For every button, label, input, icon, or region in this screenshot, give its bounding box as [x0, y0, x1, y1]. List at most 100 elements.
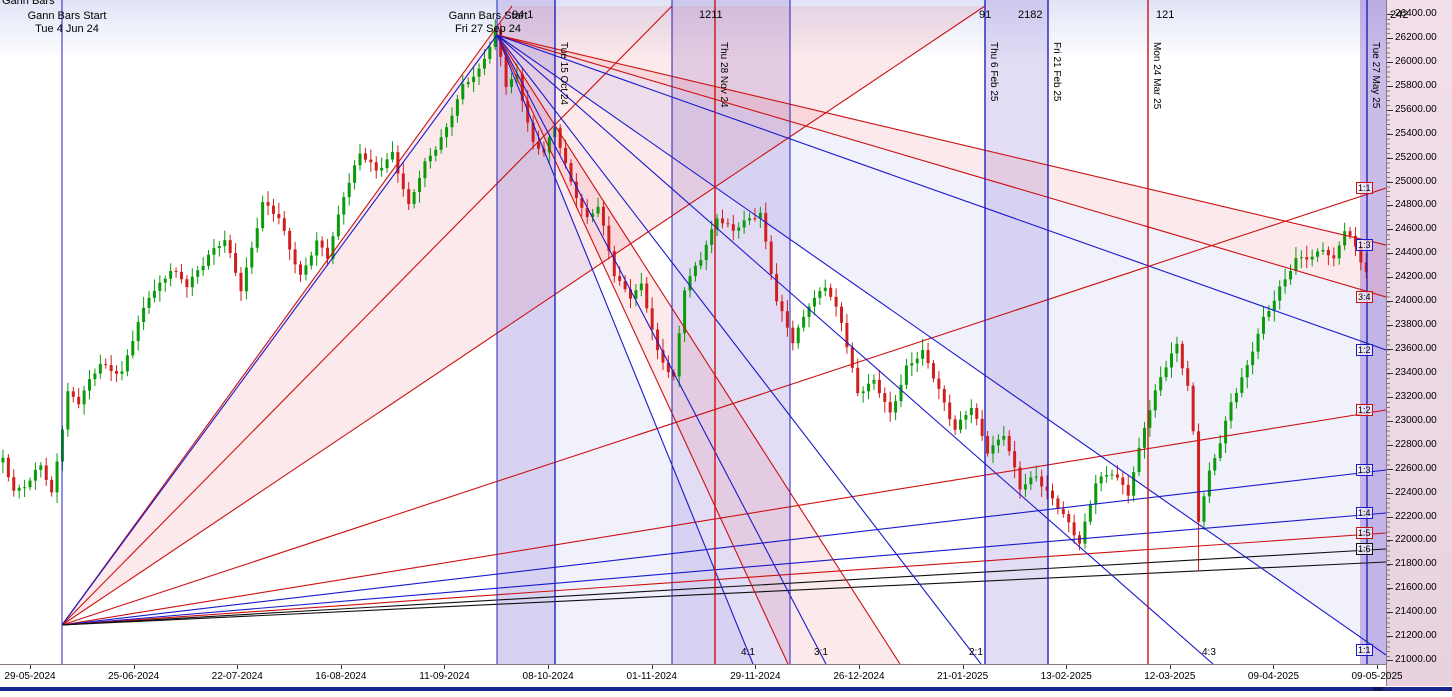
candle-body: [910, 363, 914, 366]
candle-body: [185, 279, 189, 288]
date-tick: [1377, 665, 1379, 669]
candle-body: [152, 290, 156, 298]
candle-body: [726, 223, 730, 225]
gann-fan-line[interactable]: [61, 34, 498, 626]
candle-body: [1132, 472, 1136, 496]
candle-body: [472, 76, 476, 83]
gann-fan-line-1:1[interactable]: [61, 187, 1386, 626]
candle-body: [856, 367, 860, 394]
candle-body: [44, 465, 48, 480]
candle-body: [953, 419, 957, 430]
price-axis-minor-ticks: [1387, 14, 1390, 661]
chart-plot-area[interactable]: [0, 0, 1386, 664]
candle-body: [423, 161, 427, 179]
candle-body: [347, 182, 351, 198]
candle-body: [520, 73, 524, 101]
candle-body: [445, 127, 449, 138]
candle-body: [1170, 353, 1174, 368]
gann-fan-line-1:2[interactable]: [61, 409, 1386, 626]
gann-fan-line[interactable]: [61, 5, 673, 626]
gann-fan-line-1:1[interactable]: [496, 34, 1386, 656]
candle-body: [120, 371, 124, 374]
candle-body: [88, 379, 92, 391]
candle-body: [104, 364, 108, 366]
price-tick: [1387, 516, 1393, 518]
candle-body: [1267, 311, 1271, 317]
candle-body: [904, 365, 908, 385]
gann-fan-line-4:1[interactable]: [496, 34, 754, 664]
candle-body: [802, 316, 806, 328]
gann-fan-line-3:1[interactable]: [496, 34, 827, 664]
date-axis[interactable]: 29-05-2024 25-06-2024 22-07-2024 16-08-2024…: [0, 664, 1403, 687]
candle-body: [482, 58, 486, 69]
candle-body: [174, 270, 178, 272]
gann-fan-line-1:2[interactable]: [496, 34, 1386, 351]
candle-body: [115, 371, 119, 374]
candle-body: [834, 296, 838, 307]
candle-body: [888, 401, 892, 413]
price-tick-label: 22800.00: [1395, 438, 1437, 450]
gann-fan-line-3:4[interactable]: [496, 34, 1386, 298]
candle-body: [390, 152, 394, 160]
candle-body: [353, 165, 357, 183]
candle-body: [1229, 402, 1233, 421]
gann-fan-line-1:6[interactable]: [61, 548, 1386, 626]
candle-body: [1050, 490, 1054, 499]
gann-fan-line[interactable]: [496, 34, 789, 664]
candle-body: [969, 408, 973, 416]
candle-body: [39, 465, 43, 470]
gann-fan-line-1:4[interactable]: [61, 512, 1386, 626]
candle-body: [1283, 279, 1287, 287]
scroll-marker[interactable]: [1373, 687, 1383, 691]
candle-body: [937, 378, 941, 389]
candle-body: [883, 393, 887, 402]
date-tick-label: 01-11-2024: [626, 671, 677, 682]
price-tick-label: 21000.00: [1395, 654, 1437, 666]
candle-body: [742, 220, 746, 228]
candle-body: [699, 260, 703, 266]
candle-body: [201, 265, 205, 271]
gann-fan-line-1:3[interactable]: [61, 469, 1386, 626]
date-tick: [962, 665, 964, 669]
candle-body: [618, 276, 622, 282]
candle-body: [509, 79, 513, 88]
candle-body: [158, 282, 162, 291]
date-tick: [1169, 665, 1171, 669]
gann-fan-line-1:3[interactable]: [496, 34, 1386, 246]
gann-fan-line-2:1[interactable]: [496, 34, 982, 664]
price-axis[interactable]: 26400.00 26200.00 26000.00 25800.00 25600.00…: [1386, 0, 1452, 686]
gann-fan-line-4:3[interactable]: [496, 34, 1214, 664]
date-tick-label: 08-10-2024: [522, 671, 574, 682]
price-tick: [1387, 133, 1393, 135]
date-tick-label: 12-03-2025: [1144, 671, 1196, 682]
gann-fan-line[interactable]: [61, 5, 986, 626]
candle-body: [818, 290, 822, 298]
price-tick: [1387, 372, 1393, 374]
candle-body: [299, 264, 302, 275]
gann-fan-line-4:1[interactable]: [61, 5, 513, 626]
candle-body: [1164, 367, 1168, 378]
candle-body: [450, 115, 454, 128]
gann-fan-line[interactable]: [496, 34, 901, 664]
candle-body: [515, 73, 519, 80]
date-tick: [548, 665, 550, 669]
candle-body: [1332, 255, 1336, 259]
price-tick: [1387, 85, 1393, 87]
price-tick-label: 21200.00: [1395, 630, 1437, 642]
candle-body: [125, 355, 129, 372]
price-tick: [1387, 420, 1393, 422]
candle-body: [580, 198, 584, 208]
date-tick: [651, 665, 653, 669]
price-tick: [1387, 301, 1393, 303]
price-tick: [1387, 61, 1393, 63]
candle-body: [596, 206, 600, 214]
candle-body: [926, 350, 930, 364]
candle-body: [942, 388, 946, 403]
candle-body: [412, 191, 416, 205]
candle-body: [1007, 435, 1011, 452]
candle-body: [1159, 377, 1163, 391]
gann-fan-line-1:5[interactable]: [61, 532, 1386, 626]
candle-body: [1202, 496, 1206, 522]
candle-body: [1197, 431, 1201, 522]
candle-body: [1343, 231, 1347, 246]
